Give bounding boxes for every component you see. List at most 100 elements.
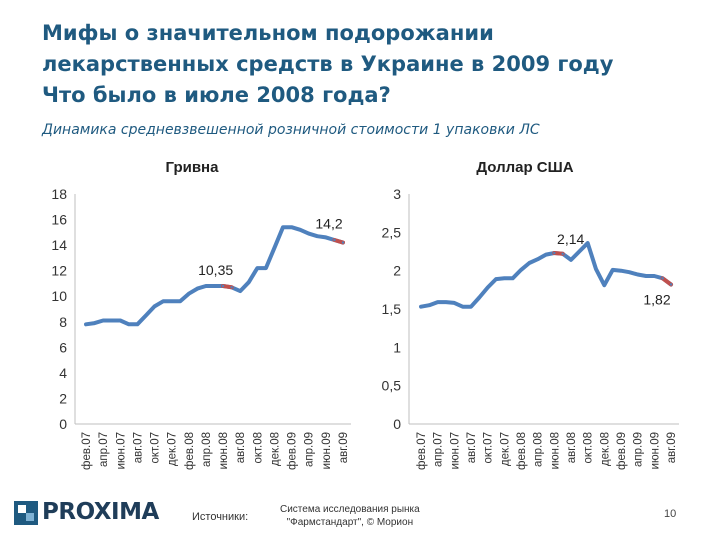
x-tick-label: июн.09 (321, 432, 333, 469)
x-tick-label: апр.07 (98, 432, 110, 467)
data-point (101, 319, 105, 322)
x-tick-label: фев.07 (416, 432, 428, 470)
data-point (290, 226, 293, 229)
logo-text: PROXIMA (42, 499, 159, 525)
highlight-segment (332, 238, 345, 245)
data-point (93, 321, 96, 325)
data-point (264, 266, 268, 270)
x-tick-label: фев.08 (516, 432, 528, 470)
y-tick-label: 2,5 (382, 224, 402, 240)
data-point (636, 273, 639, 276)
y-tick-label: 8 (59, 314, 67, 330)
y-tick-label: 3 (393, 186, 401, 202)
data-point (569, 258, 573, 262)
sources-label: Источники: (192, 511, 249, 523)
data-point (528, 261, 531, 265)
data-label: 14,2 (315, 216, 342, 232)
series-line (419, 241, 673, 309)
data-label: 1,82 (643, 291, 670, 307)
data-point (161, 300, 165, 303)
data-point (578, 250, 581, 253)
data-point (221, 284, 225, 288)
data-point (436, 300, 439, 304)
data-point (469, 305, 473, 308)
x-tick-label: фев.07 (81, 432, 93, 470)
x-tick-label: фев.08 (184, 432, 196, 470)
x-tick-label: дек.07 (167, 432, 179, 466)
highlight-segment (221, 284, 234, 290)
chart-subtitle: Динамика средневзвешенной розничной стои… (42, 122, 540, 138)
data-point (341, 241, 345, 244)
data-point (669, 283, 673, 286)
x-tick-label: апр.07 (433, 432, 445, 467)
x-tick-label: авг.09 (338, 432, 350, 463)
data-point (333, 238, 336, 242)
y-tick-label: 4 (59, 365, 67, 381)
data-point (144, 314, 148, 317)
x-tick-label: апр.09 (304, 432, 316, 467)
y-tick-label: 1,5 (382, 301, 402, 317)
data-point (453, 301, 456, 305)
proxima-logo: PROXIMA (14, 498, 159, 528)
data-point (187, 292, 190, 295)
data-point (204, 284, 208, 288)
data-point (603, 284, 606, 287)
data-point (281, 226, 285, 229)
data-point (586, 241, 589, 245)
data-point (316, 234, 319, 238)
data-point (428, 303, 431, 307)
y-tick-label: 14 (51, 237, 67, 253)
chart-title: Гривна (166, 159, 220, 176)
data-label: 10,35 (198, 262, 233, 278)
data-label: 2,14 (557, 231, 584, 247)
y-tick-label: 6 (59, 339, 67, 355)
data-point (478, 296, 481, 299)
x-tick-label: апр.08 (201, 432, 213, 467)
data-point (519, 268, 523, 272)
data-point (273, 246, 276, 249)
data-point (503, 277, 506, 280)
chart-title: Доллар США (476, 159, 573, 176)
x-tick-label: окт.08 (583, 432, 595, 464)
data-point (486, 286, 489, 289)
x-tick-label: авг.08 (235, 432, 247, 463)
y-tick-label: 2 (393, 263, 401, 279)
x-tick-label: окт.07 (483, 432, 495, 464)
proxima-logo-icon (14, 501, 38, 525)
x-tick-label: дек.08 (269, 432, 281, 466)
x-tick-label: апр.09 (633, 432, 645, 467)
data-point (256, 266, 259, 270)
x-tick-label: окт.08 (252, 432, 264, 464)
data-point (644, 274, 648, 278)
y-tick-label: 0 (59, 416, 67, 432)
x-tick-label: авг.08 (566, 432, 578, 463)
data-point (619, 269, 623, 272)
x-tick-label: апр.08 (533, 432, 545, 467)
x-tick-label: авг.07 (132, 432, 144, 463)
data-point (179, 300, 182, 303)
data-point (127, 323, 131, 326)
sources-line-2: "Фармстандарт", © Морион (286, 517, 414, 528)
data-point (239, 289, 242, 293)
y-tick-label: 0 (393, 416, 401, 432)
x-tick-label: окт.07 (150, 432, 162, 464)
title-line-1: Мифы о значительном подорожании (42, 21, 494, 45)
data-point (136, 323, 139, 326)
x-tick-label: июн.09 (649, 432, 661, 469)
data-point (494, 277, 498, 281)
x-tick-label: фев.09 (287, 432, 299, 470)
x-tick-label: июн.07 (115, 432, 127, 469)
data-point (110, 319, 113, 322)
data-point (544, 253, 548, 256)
x-tick-label: дек.07 (499, 432, 511, 466)
data-point (461, 305, 464, 308)
title-line-3: Что было в июле 2008 года? (42, 83, 391, 107)
data-point (298, 228, 302, 231)
data-point (661, 277, 664, 280)
x-tick-label: авг.09 (666, 432, 678, 463)
data-point (419, 305, 423, 308)
y-tick-label: 0,5 (382, 378, 402, 394)
data-point (84, 323, 88, 326)
y-tick-label: 1 (393, 339, 401, 355)
